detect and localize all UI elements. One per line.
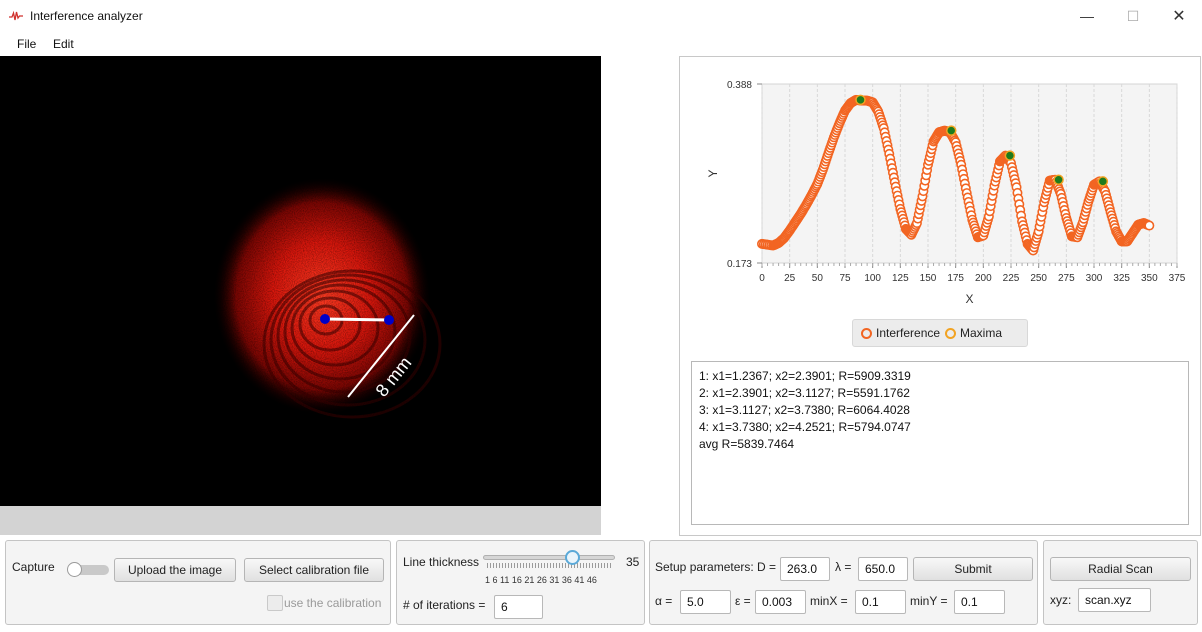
interference-legend-marker xyxy=(861,327,872,339)
minimize-button[interactable]: — xyxy=(1080,8,1094,24)
interference-chart: 0 25 50 75 100 125 150 175 200 225 250 275 300 325 350… xyxy=(706,80,1186,306)
x-tick-label: 75 xyxy=(839,273,851,284)
minx-label: minX = xyxy=(810,594,848,608)
xyz-label: xyz: xyxy=(1050,593,1072,607)
menu-edit[interactable]: Edit xyxy=(53,37,74,51)
legend-label-interference: Interference xyxy=(876,326,941,340)
measure-line[interactable] xyxy=(324,317,390,322)
interference-point xyxy=(1144,220,1155,231)
d-input[interactable] xyxy=(780,557,830,581)
slider-ticks xyxy=(487,563,613,568)
app-icon xyxy=(9,10,23,21)
plot-area xyxy=(761,83,1178,264)
interference-image-canvas: 8 mm xyxy=(0,56,601,506)
miny-label: minY = xyxy=(910,594,948,608)
x-tick-label: 375 xyxy=(1169,273,1186,284)
x-tick-label: 300 xyxy=(1086,273,1103,284)
select-calibration-button[interactable]: Select calibration file xyxy=(244,558,384,582)
capture-toggle-knob xyxy=(67,562,82,577)
setup-d-label: Setup parameters: D = xyxy=(655,560,777,574)
measure-point-end[interactable] xyxy=(384,315,394,325)
iterations-label: # of iterations = xyxy=(403,598,486,612)
image-status-strip xyxy=(0,506,601,535)
lambda-label: λ = xyxy=(835,560,852,574)
close-button[interactable]: ✕ xyxy=(1172,8,1186,25)
lambda-input[interactable] xyxy=(858,557,908,581)
menu-bar: File Edit xyxy=(0,32,1202,56)
x-tick-label: 50 xyxy=(812,273,824,284)
result-average: avg R=5839.7464 xyxy=(699,437,795,451)
maxima-point xyxy=(855,94,866,106)
results-text-area[interactable]: 1: x1=1.2367; x2=2.3901; R=5909.3319 2: … xyxy=(691,361,1189,525)
scale-bar xyxy=(347,314,415,398)
line-panel: Line thickness 35 1 6 11 16 21 26 31 36 … xyxy=(396,540,645,625)
use-calibration-checkbox[interactable] xyxy=(267,595,283,611)
x-tick-label: 125 xyxy=(892,273,909,284)
x-tick-label: 225 xyxy=(1003,273,1020,284)
xyz-input[interactable] xyxy=(1078,588,1151,612)
window-title: Interference analyzer xyxy=(30,9,143,23)
result-line: 2: x1=2.3901; x2=3.1127; R=5591.1762 xyxy=(699,386,910,400)
maxima-point xyxy=(1053,174,1064,185)
iterations-input[interactable] xyxy=(494,595,543,619)
upload-image-button[interactable]: Upload the image xyxy=(114,558,236,582)
x-tick-label: 350 xyxy=(1141,273,1158,284)
submit-button[interactable]: Submit xyxy=(913,557,1033,581)
x-tick-label: 0 xyxy=(759,273,765,284)
slider-tick-labels: 1 6 11 16 21 26 31 36 41 46 xyxy=(485,575,597,585)
alpha-input[interactable] xyxy=(680,590,731,614)
chart-panel: 0 25 50 75 100 125 150 175 200 225 250 275 300 325 350… xyxy=(679,56,1201,536)
line-thickness-value: 35 xyxy=(626,555,640,569)
capture-label: Capture xyxy=(12,560,55,574)
radial-scan-button[interactable]: Radial Scan xyxy=(1050,557,1191,581)
y-tick-label: 0.173 xyxy=(727,259,752,270)
x-tick-label: 175 xyxy=(947,273,964,284)
interference-image[interactable]: 8 mm xyxy=(0,56,601,506)
alpha-label: α = xyxy=(655,594,673,608)
capture-toggle[interactable] xyxy=(67,562,109,577)
maxima-point xyxy=(945,125,957,136)
x-axis-label: X xyxy=(965,292,973,306)
capture-panel: Capture Upload the image Select calibrat… xyxy=(5,540,391,625)
x-tick-label: 150 xyxy=(920,273,937,284)
line-thickness-slider-thumb[interactable] xyxy=(565,550,580,565)
x-tick-label: 250 xyxy=(1030,273,1047,284)
epsilon-label: ε = xyxy=(735,594,751,608)
y-tick-label: 0.388 xyxy=(727,80,752,91)
y-axis-label: Y xyxy=(706,169,720,177)
legend-label-maxima: Maxima xyxy=(960,326,1003,340)
result-line: 3: x1=3.1127; x2=3.7380; R=6064.4028 xyxy=(699,403,910,417)
result-line: 1: x1=1.2367; x2=2.3901; R=5909.3319 xyxy=(699,369,911,383)
legend-item-interference: Interference xyxy=(861,326,940,340)
miny-input[interactable] xyxy=(954,590,1005,614)
x-tick-label: 200 xyxy=(975,273,992,284)
x-tick-label: 325 xyxy=(1113,273,1130,284)
maximize-button[interactable]: ☐ xyxy=(1126,7,1140,24)
setup-panel: Setup parameters: D = λ = Submit α = ε =… xyxy=(649,540,1038,625)
measure-point-start[interactable] xyxy=(320,314,330,324)
chart-legend: Interference Maxima xyxy=(852,319,1028,347)
maxima-point xyxy=(1097,176,1109,187)
minx-input[interactable] xyxy=(855,590,906,614)
maxima-legend-marker xyxy=(945,327,956,339)
line-thickness-label: Line thickness xyxy=(403,555,480,569)
maxima-point xyxy=(1004,150,1016,161)
menu-file[interactable]: File xyxy=(17,37,37,51)
legend-item-maxima: Maxima xyxy=(945,326,1002,340)
result-line: 4: x1=3.7380; x2=4.2521; R=5794.0747 xyxy=(699,420,911,434)
title-bar: Interference analyzer — ☐ ✕ xyxy=(0,0,1202,32)
scan-panel: Radial Scan xyz: xyxy=(1043,540,1198,625)
use-calibration-label: use the calibration xyxy=(284,596,382,610)
line-thickness-slider[interactable] xyxy=(483,555,615,560)
epsilon-input[interactable] xyxy=(755,590,806,614)
x-tick-label: 25 xyxy=(784,273,796,284)
x-tick-label: 275 xyxy=(1058,273,1075,284)
x-tick-label: 100 xyxy=(864,273,881,284)
